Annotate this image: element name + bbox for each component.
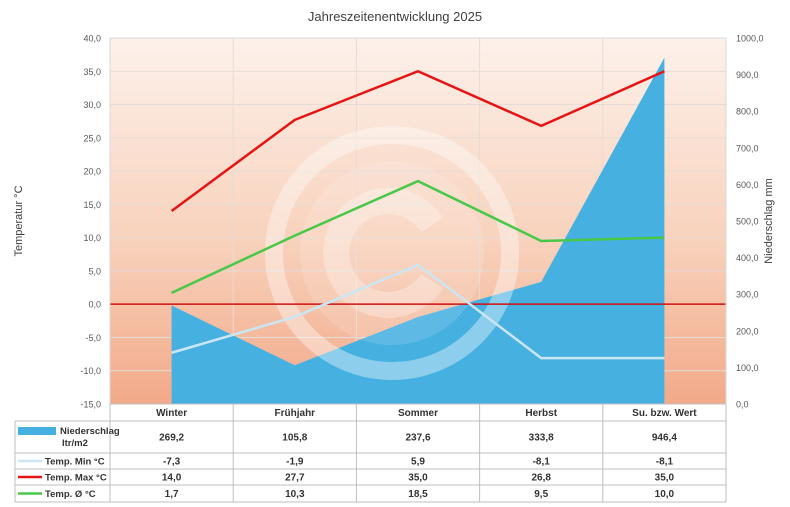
y-tick-label-right: 200,0 xyxy=(736,326,759,336)
table-value: 5,9 xyxy=(411,457,425,468)
chart-title: Jahreszeitenentwicklung 2025 xyxy=(308,9,482,24)
y-tick-label-left: 0,0 xyxy=(88,300,101,310)
y-axis-right-label: Niederschlag mm xyxy=(763,178,775,264)
table-value: 105,8 xyxy=(282,433,307,444)
legend-temp-avg-label: Temp. Ø °C xyxy=(45,489,96,500)
table-value: 237,6 xyxy=(405,433,430,444)
y-tick-label-right: 600,0 xyxy=(736,180,759,190)
table-value: -8,1 xyxy=(656,457,674,468)
table-value: 35,0 xyxy=(408,473,428,484)
y-tick-label-left: 20,0 xyxy=(83,167,101,177)
y-tick-label-right: 1000,0 xyxy=(736,34,764,44)
legend-key-niederschlag xyxy=(18,427,56,435)
watermark-ring xyxy=(265,126,519,380)
y-tick-label-right: 100,0 xyxy=(736,363,759,373)
category-label: Su. bzw. Wert xyxy=(632,408,697,419)
table-value: -7,3 xyxy=(163,457,181,468)
table-value: 946,4 xyxy=(652,433,677,444)
legend-label-niederschlag-line2: ltr/m2 xyxy=(62,438,88,449)
area-series-niederschlag xyxy=(171,57,665,404)
watermark-copyright xyxy=(265,126,519,380)
y-tick-label-right: 500,0 xyxy=(736,217,759,227)
line-series-temp-avg xyxy=(171,179,665,295)
table-value: 14,0 xyxy=(162,473,182,484)
y-tick-label-left: 40,0 xyxy=(83,34,101,44)
y-tick-label-left: 10,0 xyxy=(83,233,101,243)
watermark-disc xyxy=(300,161,484,345)
y-tick-label-left: 30,0 xyxy=(83,100,101,110)
table-value: 269,2 xyxy=(159,433,184,444)
line-series-temp-max xyxy=(170,70,665,213)
table-value: -8,1 xyxy=(533,457,551,468)
y-tick-label-right: 400,0 xyxy=(736,253,759,263)
table-value: 10,3 xyxy=(285,489,305,500)
category-label: Herbst xyxy=(525,408,557,419)
y-tick-label-left: -15,0 xyxy=(80,400,101,410)
y-tick-label-left: 15,0 xyxy=(83,200,101,210)
line-series-temp-min xyxy=(171,263,665,360)
table-value: 26,8 xyxy=(531,473,551,484)
table-value: 9,5 xyxy=(534,489,548,500)
y-tick-label-left: -5,0 xyxy=(85,333,101,343)
y-tick-label-right: 900,0 xyxy=(736,70,759,80)
table-value: -1,9 xyxy=(286,457,304,468)
y-tick-label-right: 800,0 xyxy=(736,107,759,117)
y-tick-label-left: -10,0 xyxy=(80,366,101,376)
y-tick-label-left: 5,0 xyxy=(88,266,101,276)
y-tick-label-right: 700,0 xyxy=(736,143,759,153)
legend-label-niederschlag-line1: Niederschlag xyxy=(60,426,120,437)
table-value: 35,0 xyxy=(655,473,675,484)
legend-temp-max-label: Temp. Max °C xyxy=(45,473,107,484)
y-tick-label-left: 35,0 xyxy=(83,67,101,77)
legend-temp-min-label: Temp. Min °C xyxy=(45,457,105,468)
table-value: 333,8 xyxy=(529,433,554,444)
table-value: 18,5 xyxy=(408,489,428,500)
y-axis-left-label: Temperatur °C xyxy=(13,185,25,256)
category-label: Sommer xyxy=(398,408,438,419)
category-label: Frühjahr xyxy=(275,408,316,419)
y-tick-label-right: 300,0 xyxy=(736,290,759,300)
category-label: Winter xyxy=(156,408,187,419)
y-tick-label-right: 0,0 xyxy=(736,400,749,410)
table-value: 27,7 xyxy=(285,473,305,484)
y-tick-label-left: 25,0 xyxy=(83,133,101,143)
table-value: 1,7 xyxy=(165,489,179,500)
table-value: 10,0 xyxy=(655,489,675,500)
